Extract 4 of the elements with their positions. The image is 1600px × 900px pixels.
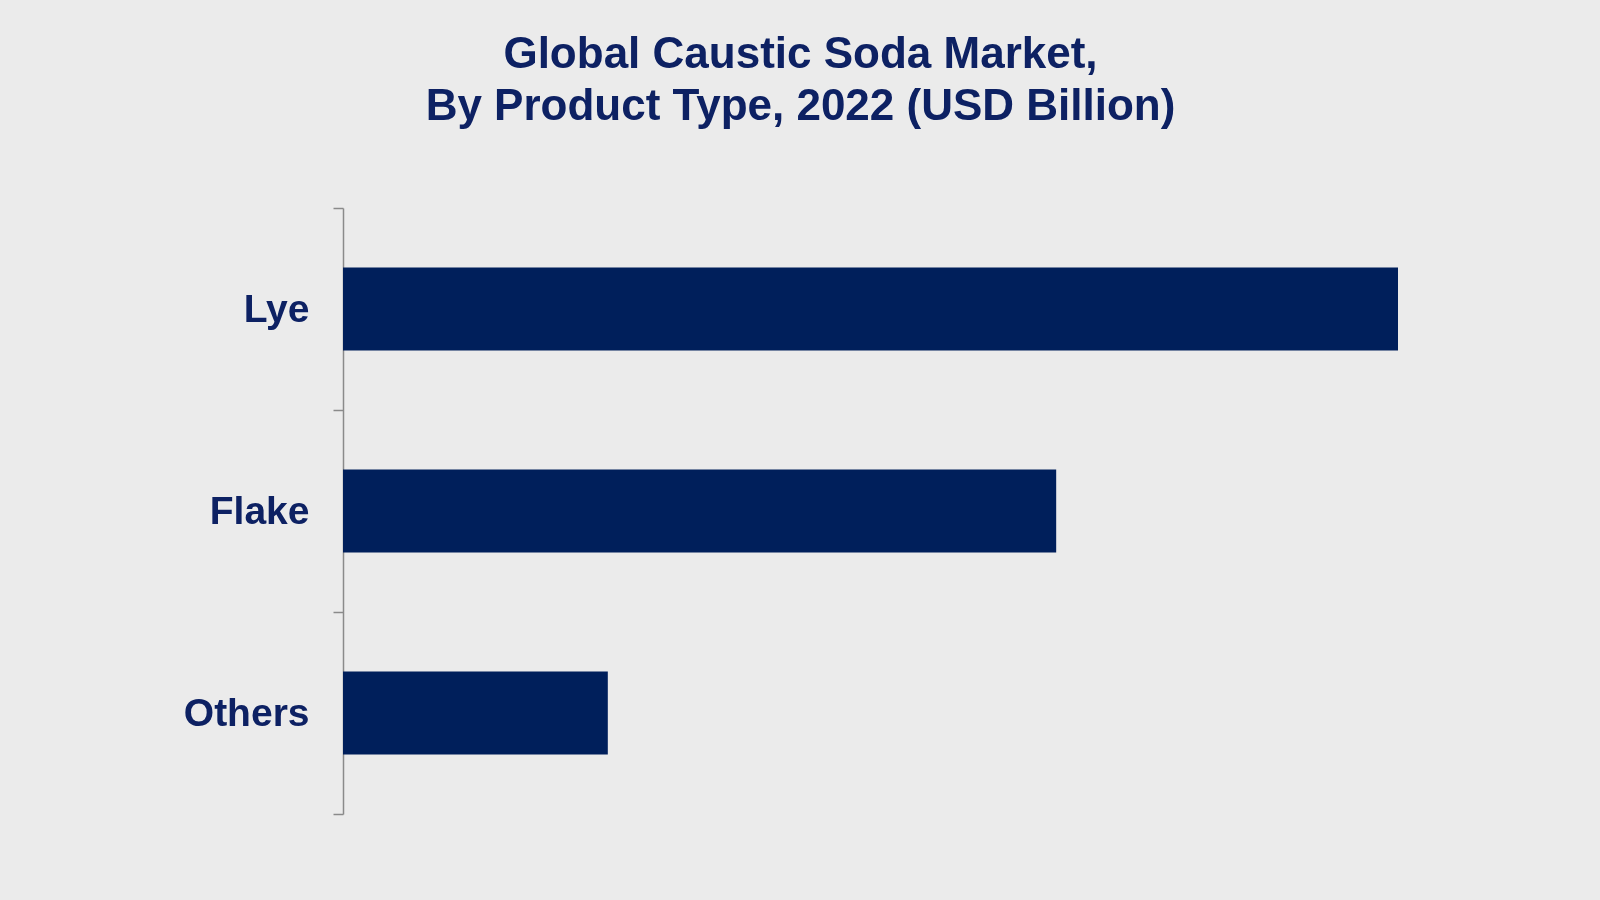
chart-title: Global Caustic Soda Market, By Product Type, 2022 (USD Billion) bbox=[425, 28, 1176, 129]
y-tick-label: Others bbox=[183, 690, 310, 734]
y-tick-label: Lye bbox=[243, 286, 310, 330]
y-tick-label: Flake bbox=[209, 488, 310, 532]
